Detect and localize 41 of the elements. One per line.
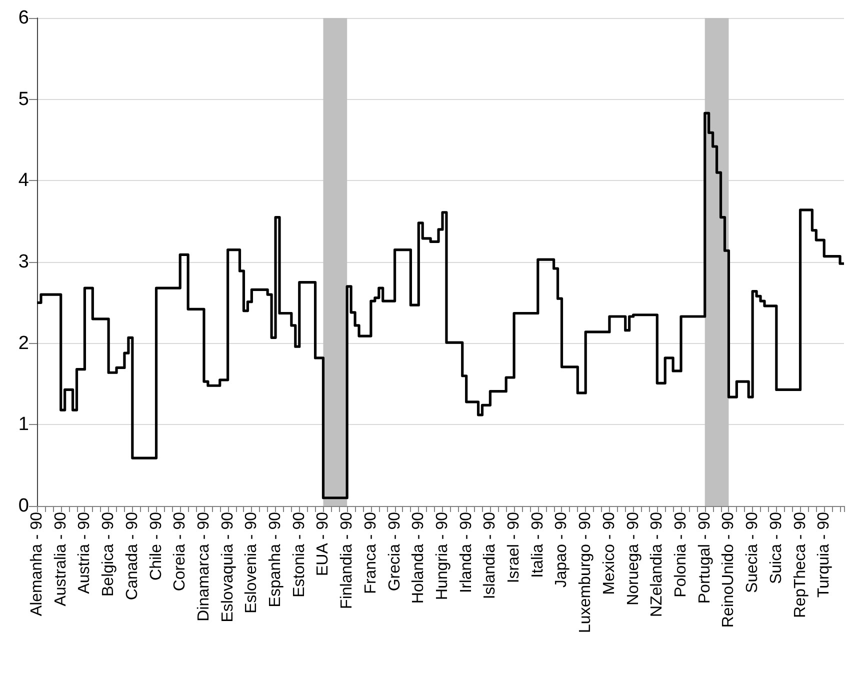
x-tick-label: Estonia - 90 (290, 512, 308, 598)
x-tick-label: Italia - 90 (529, 512, 546, 578)
x-tick-label: Espanha - 90 (267, 512, 284, 608)
x-tick-label: Hungria - 90 (434, 512, 451, 600)
x-tick-label: Alemanha - 90 (28, 512, 46, 616)
x-tick-label: Franca - 90 (362, 512, 380, 594)
x-tick-label: ReinoUnido - 90 (720, 512, 738, 628)
x-tick-label: Eslovaquia - 90 (219, 512, 236, 622)
x-tick-label: Mexico - 90 (600, 512, 618, 595)
y-tick-label: 5 (18, 88, 29, 110)
x-tick-label: Japao - 90 (553, 512, 570, 588)
x-tick-label: Coreia - 90 (172, 512, 189, 592)
x-tick-label: Israel - 90 (506, 512, 523, 584)
y-tick-label: 3 (18, 252, 29, 272)
x-tick-label: Chile - 90 (148, 512, 165, 580)
x-tick-label: Finlandia - 90 (338, 512, 356, 609)
x-tick-label: Dinamarca - 90 (195, 512, 212, 622)
y-tick-label: 4 (18, 170, 30, 192)
x-tick-label: Noruega - 90 (624, 512, 642, 606)
x-tick-label: Eslovenia - 90 (243, 512, 260, 614)
x-tick-label: NZelandia - 90 (648, 512, 666, 617)
y-tick-label: 2 (18, 332, 29, 354)
x-tick-label: Canada - 90 (124, 512, 141, 600)
x-tick-label: Holanda - 90 (410, 512, 428, 604)
x-tick-label: RepTheca - 90 (792, 512, 809, 618)
x-tick-label: Turquia - 90 (816, 512, 833, 598)
x-tick-label: Polonia - 90 (672, 512, 690, 598)
x-tick-label: Suecia - 90 (744, 512, 762, 593)
x-tick-label: Suica - 90 (768, 512, 785, 584)
x-tick-label: Grecia - 90 (386, 512, 404, 592)
x-tick-label: Belgica - 90 (100, 512, 118, 596)
x-tick-label: EUA - 90 (314, 512, 332, 576)
y-tick-label: 0 (18, 496, 29, 516)
x-tick-label: Australia - 90 (52, 512, 70, 606)
x-tick-label: Luxemburgo - 90 (577, 512, 594, 633)
x-tick-label: Islandia - 90 (482, 512, 499, 600)
y-tick-label: 1 (18, 414, 29, 436)
x-tick-label: Portugal - 90 (696, 512, 714, 604)
x-tick-label: Austria - 90 (76, 512, 94, 594)
x-tick-label: Irlanda - 90 (458, 512, 475, 593)
y-tick-label: 6 (18, 8, 29, 28)
